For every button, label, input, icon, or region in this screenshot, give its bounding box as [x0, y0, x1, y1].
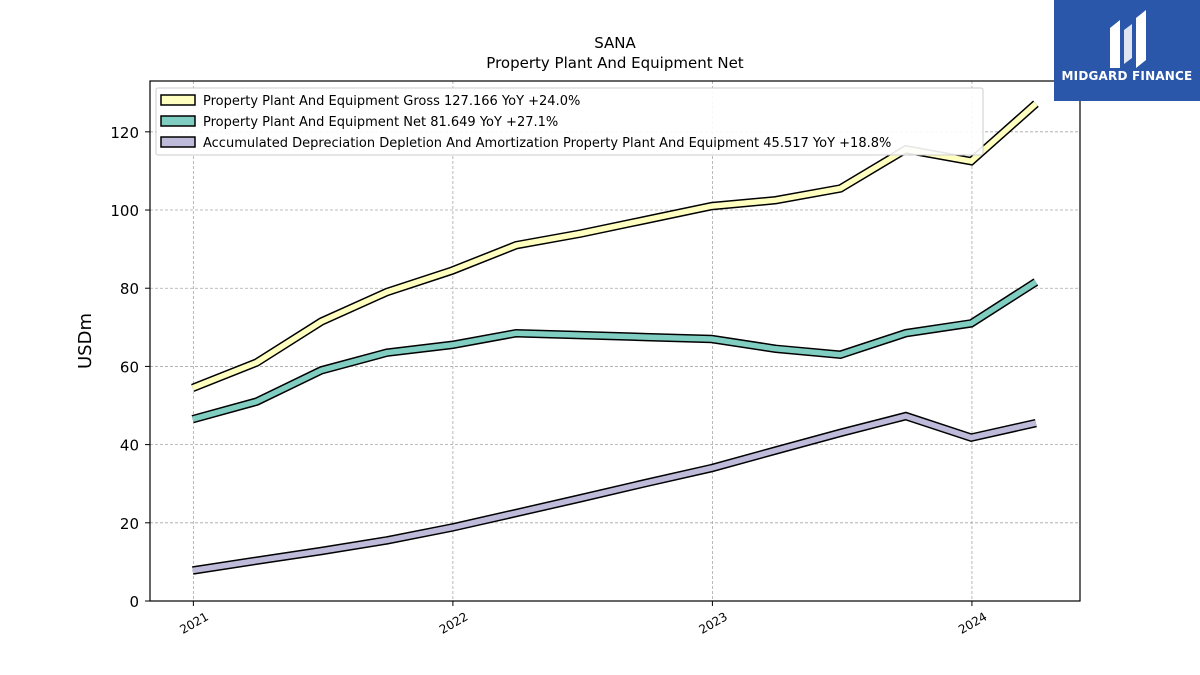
x-tick-label: 2023: [696, 609, 729, 636]
y-axis-label: USDm: [75, 313, 96, 369]
chart-title: SANA: [594, 34, 636, 52]
legend-swatch-2: [160, 115, 196, 127]
series-3-line: [192, 413, 1037, 574]
y-tick-label: 80: [120, 280, 139, 298]
legend-label-3: Accumulated Depreciation Depletion And A…: [203, 136, 891, 151]
y-tick-label: 60: [120, 358, 139, 376]
x-tick-label: 2024: [956, 609, 989, 636]
series-1-line: [191, 101, 1038, 391]
series-lines: [191, 100, 1039, 575]
x-tick-label: 2022: [437, 609, 470, 636]
y-tick-label: 120: [110, 124, 139, 142]
y-tick-label: 100: [110, 202, 139, 220]
legend-swatch-3: [160, 136, 196, 148]
y-axis: 0 20 40 60 80 100 120: [110, 124, 150, 611]
legend: Property Plant And Equipment Gross 127.1…: [155, 87, 984, 156]
series-2-line-outline: [191, 278, 1039, 424]
series-3-line-outline: [192, 411, 1037, 575]
y-tick-label: 40: [120, 437, 139, 455]
y-tick-label: 0: [129, 593, 139, 611]
legend-swatch-1: [160, 94, 196, 106]
x-axis: 2021 2022 2023 2024: [177, 601, 989, 637]
midgard-logo-icon: [1110, 10, 1146, 68]
brand-logo: MIDGARD FINANCE: [1054, 0, 1200, 101]
y-tick-label: 20: [120, 515, 139, 533]
x-tick-label: 2021: [177, 609, 210, 636]
legend-label-1: Property Plant And Equipment Gross 127.1…: [203, 94, 580, 109]
chart-subtitle: Property Plant And Equipment Net: [486, 54, 743, 72]
brand-name: MIDGARD FINANCE: [1061, 69, 1193, 83]
plot-frame: [149, 80, 1081, 602]
legend-label-2: Property Plant And Equipment Net 81.649 …: [203, 115, 558, 130]
legend-box: [155, 87, 984, 156]
series-2-line: [191, 279, 1038, 422]
